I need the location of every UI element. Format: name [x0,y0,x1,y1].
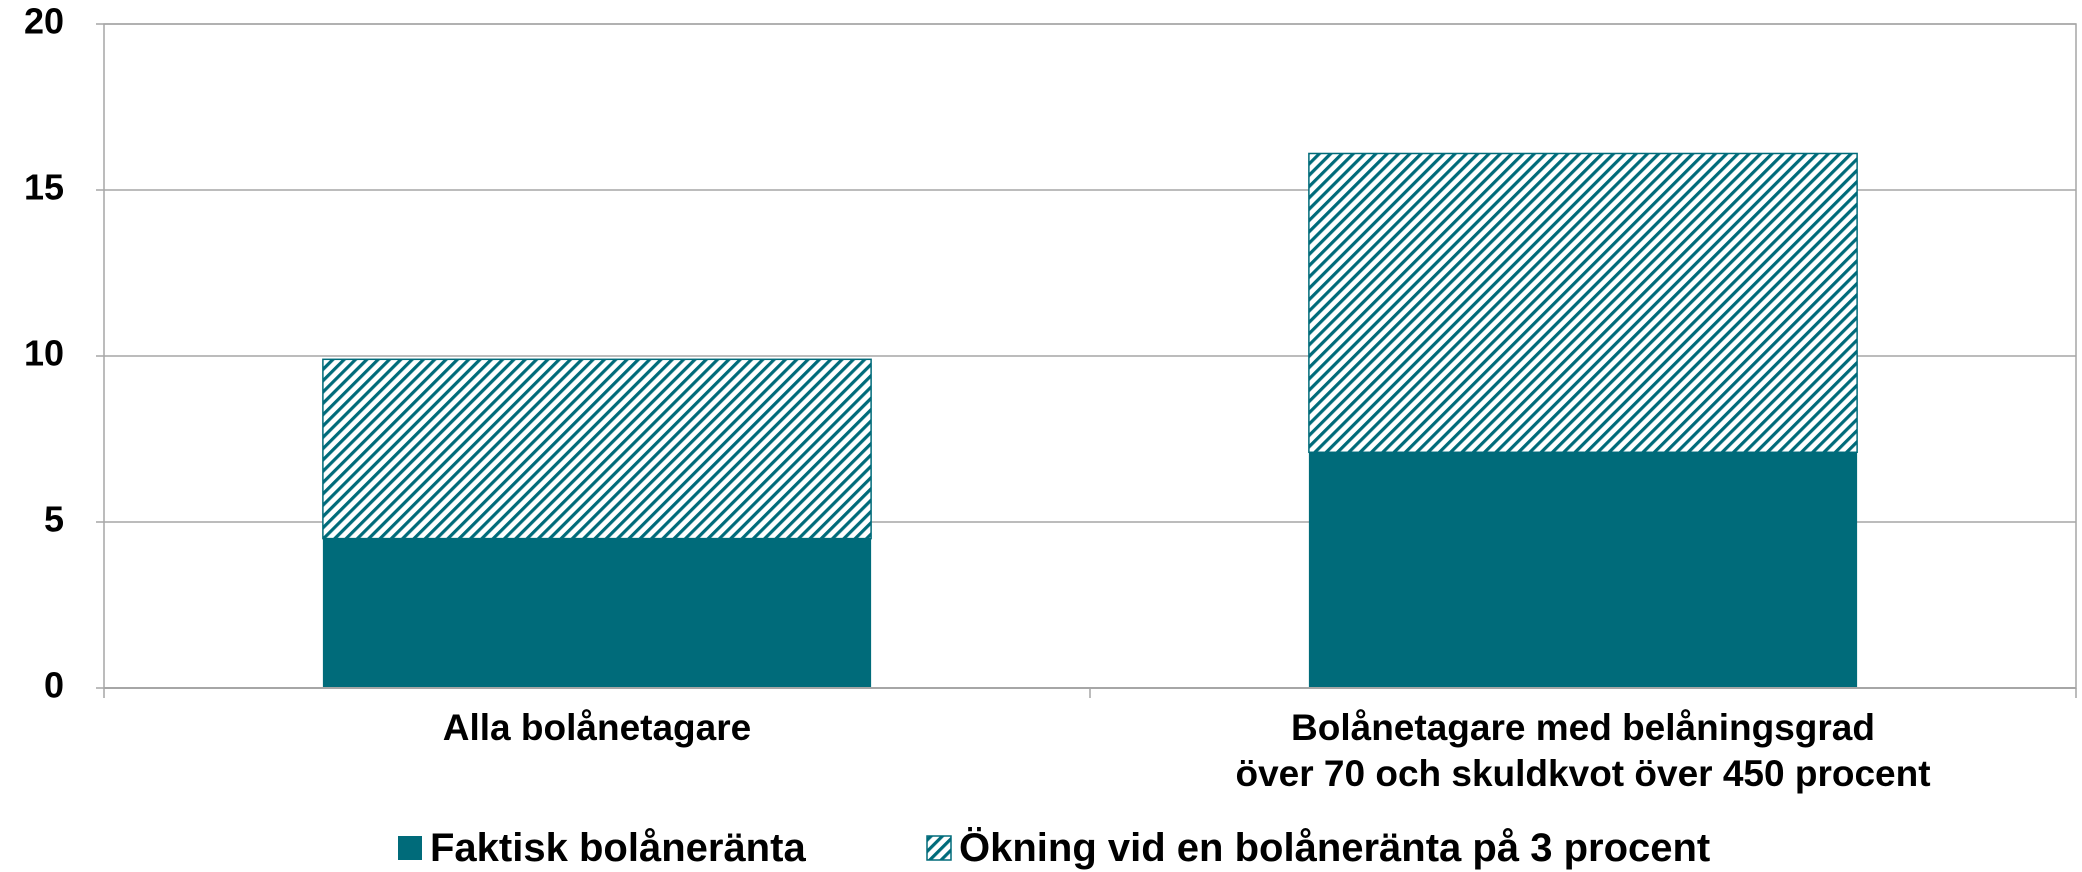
legend-label: Faktisk bolåneränta [430,826,806,870]
bar-segment [1308,452,1858,688]
y-tick-label: 15 [24,167,64,208]
y-tick-label: 0 [44,665,64,706]
legend-label: Ökning vid en bolåneränta på 3 procent [959,826,1711,870]
y-tick-label: 20 [24,1,64,42]
legend-swatch [398,836,422,860]
bar-segment [1308,152,1858,454]
legend-swatch [926,835,952,861]
x-tick-label: Bolånetagare med belåningsgrad över 70 o… [1235,707,1931,794]
x-tick-label: Alla bolånetagare [442,707,752,748]
bar-segment [322,538,872,688]
y-tick-label: 10 [24,333,64,374]
y-tick-label: 5 [44,499,64,540]
bar-segment [322,358,872,540]
